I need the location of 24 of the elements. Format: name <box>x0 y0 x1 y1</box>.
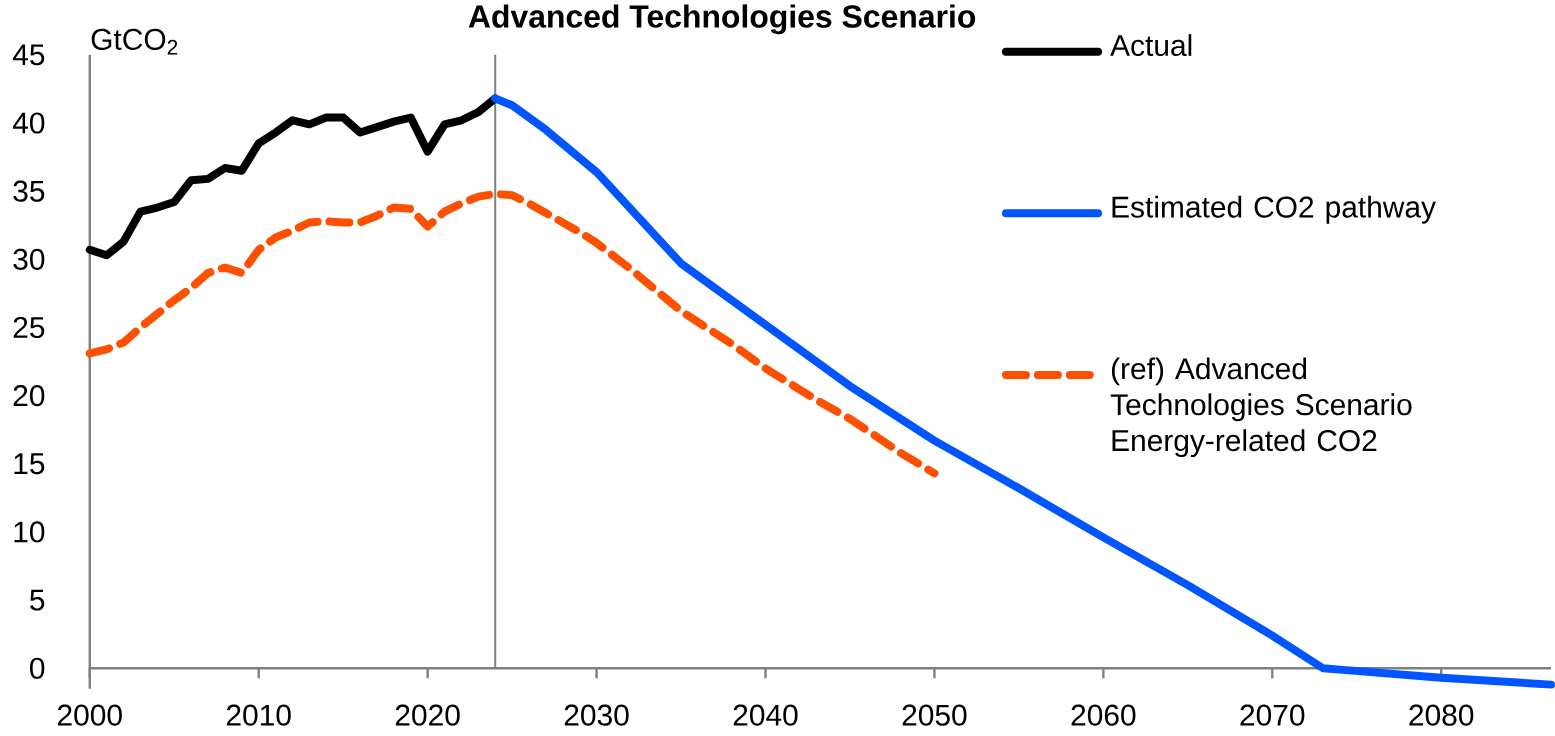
y-tick-label: 40 <box>12 112 45 134</box>
x-tick-label: 2010 <box>226 704 291 726</box>
legend-label: (ref) Advanced Technologies Scenario Energy-related CO2 <box>1110 357 1412 458</box>
y-tick-label: 20 <box>13 385 45 407</box>
y-tick-label: 0 <box>30 657 45 679</box>
y-axis-title: GtCO$_{2}$ <box>91 28 178 55</box>
x-tick-label: 2040 <box>733 704 798 726</box>
y-tick-label: 35 <box>13 180 45 202</box>
x-tick-label: 2070 <box>1240 704 1305 726</box>
x-tick-label: 2060 <box>1071 704 1136 726</box>
y-tick-label: 15 <box>14 453 45 475</box>
x-tick-label: 2020 <box>395 704 460 726</box>
y-tick-label: 45 <box>12 44 45 66</box>
x-tick-label: 2030 <box>564 704 629 726</box>
legend-label: Actual <box>1110 34 1192 57</box>
y-tick-label: 10 <box>14 521 45 543</box>
x-tick-label: 2080 <box>1409 704 1474 726</box>
y-tick-label: 5 <box>30 589 45 611</box>
legend-label: Estimated CO2 pathway <box>1112 195 1436 224</box>
x-tick-label: 2000 <box>57 704 122 726</box>
chart-title: Advanced Technologies Scenario <box>468 4 976 35</box>
y-tick-label: 30 <box>13 248 45 271</box>
x-tick-label: 2050 <box>902 704 967 726</box>
y-tick-label: 25 <box>13 317 45 339</box>
